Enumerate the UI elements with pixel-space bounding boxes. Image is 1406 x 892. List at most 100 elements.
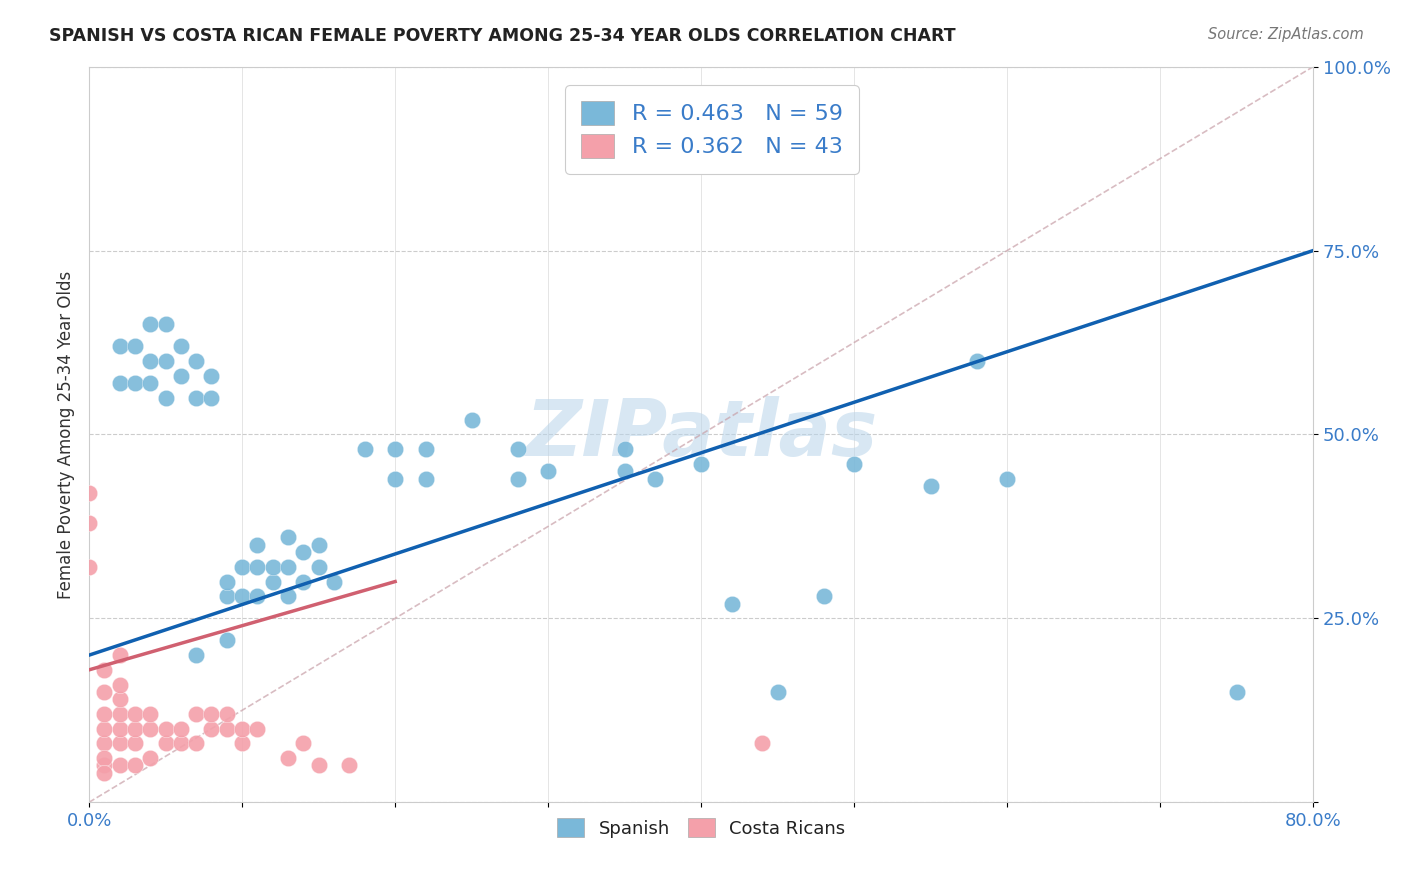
Point: [231, 589, 253, 603]
Point: [139, 722, 162, 736]
Point: [124, 758, 146, 772]
Point: [155, 722, 177, 736]
Point: [93, 685, 115, 699]
Point: [108, 736, 131, 750]
Point: [108, 376, 131, 390]
Point: [186, 706, 208, 721]
Point: [93, 706, 115, 721]
Point: [262, 559, 284, 574]
Point: [277, 530, 299, 544]
Point: [124, 722, 146, 736]
Point: [93, 758, 115, 772]
Point: [246, 559, 269, 574]
Point: [215, 706, 238, 721]
Point: [415, 442, 437, 457]
Point: [813, 589, 835, 603]
Point: [139, 376, 162, 390]
Point: [720, 597, 742, 611]
Point: [124, 736, 146, 750]
Point: [200, 706, 222, 721]
Point: [277, 559, 299, 574]
Point: [277, 751, 299, 765]
Point: [384, 472, 406, 486]
Point: [77, 516, 100, 530]
Point: [231, 559, 253, 574]
Point: [506, 442, 529, 457]
Point: [93, 663, 115, 677]
Point: [155, 391, 177, 405]
Point: [1226, 685, 1249, 699]
Point: [186, 391, 208, 405]
Point: [215, 574, 238, 589]
Point: [292, 574, 315, 589]
Point: [262, 574, 284, 589]
Point: [93, 722, 115, 736]
Point: [108, 758, 131, 772]
Point: [93, 765, 115, 780]
Point: [920, 479, 942, 493]
Point: [751, 736, 773, 750]
Point: [292, 545, 315, 559]
Point: [108, 339, 131, 353]
Point: [966, 354, 988, 368]
Point: [415, 472, 437, 486]
Point: [231, 722, 253, 736]
Point: [231, 736, 253, 750]
Point: [337, 758, 360, 772]
Point: [108, 722, 131, 736]
Point: [139, 751, 162, 765]
Point: [215, 633, 238, 648]
Point: [124, 706, 146, 721]
Point: [93, 751, 115, 765]
Point: [308, 559, 330, 574]
Point: [77, 559, 100, 574]
Point: [353, 442, 375, 457]
Point: [308, 538, 330, 552]
Point: [308, 758, 330, 772]
Point: [766, 685, 789, 699]
Point: [200, 391, 222, 405]
Point: [139, 317, 162, 331]
Point: [995, 472, 1018, 486]
Point: [644, 472, 666, 486]
Point: [613, 464, 636, 478]
Point: [108, 677, 131, 691]
Point: [108, 692, 131, 706]
Point: [537, 464, 560, 478]
Point: [170, 368, 193, 383]
Point: [200, 368, 222, 383]
Point: [277, 589, 299, 603]
Point: [613, 442, 636, 457]
Point: [170, 736, 193, 750]
Point: [292, 736, 315, 750]
Point: [139, 354, 162, 368]
Point: [460, 413, 482, 427]
Point: [108, 706, 131, 721]
Point: [246, 538, 269, 552]
Point: [186, 354, 208, 368]
Point: [200, 722, 222, 736]
Point: [77, 486, 100, 500]
Point: [155, 736, 177, 750]
Text: Source: ZipAtlas.com: Source: ZipAtlas.com: [1208, 27, 1364, 42]
Point: [93, 736, 115, 750]
Point: [170, 339, 193, 353]
Point: [155, 354, 177, 368]
Legend: Spanish, Costa Ricans: Spanish, Costa Ricans: [550, 811, 852, 845]
Point: [124, 376, 146, 390]
Point: [139, 706, 162, 721]
Point: [506, 472, 529, 486]
Point: [215, 589, 238, 603]
Y-axis label: Female Poverty Among 25-34 Year Olds: Female Poverty Among 25-34 Year Olds: [58, 270, 75, 599]
Point: [322, 574, 344, 589]
Text: SPANISH VS COSTA RICAN FEMALE POVERTY AMONG 25-34 YEAR OLDS CORRELATION CHART: SPANISH VS COSTA RICAN FEMALE POVERTY AM…: [49, 27, 956, 45]
Point: [108, 648, 131, 662]
Point: [124, 339, 146, 353]
Point: [186, 736, 208, 750]
Point: [844, 457, 866, 471]
Point: [155, 317, 177, 331]
Point: [246, 722, 269, 736]
Point: [246, 589, 269, 603]
Point: [215, 722, 238, 736]
Text: ZIPatlas: ZIPatlas: [524, 396, 877, 473]
